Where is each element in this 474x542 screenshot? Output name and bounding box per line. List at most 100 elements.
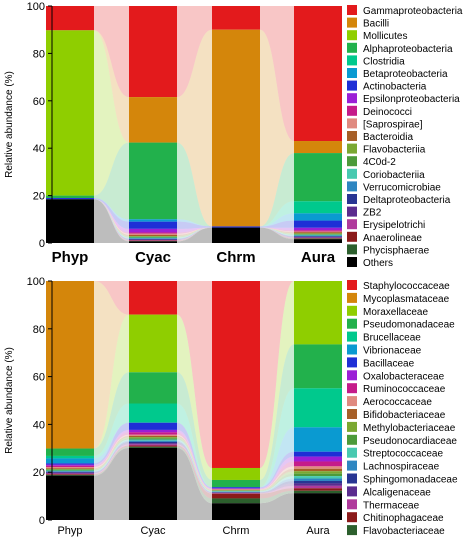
bar-segment-aura-methylobacteriaceae: [294, 471, 342, 473]
legend: GammaproteobacteriaBacilliMollicutesAlph…: [347, 5, 463, 269]
legend: StaphylococcaceaeMycoplasmataceaeMoraxel…: [347, 280, 458, 537]
bar-segment-phyp-pseudonocardiaceae: [46, 470, 94, 471]
legend-entry: Deltaproteobacteria: [363, 195, 451, 206]
bar-segment-cyac-deltaproteobacteria: [129, 239, 177, 240]
bar-segment-cyac-4c0d-2: [129, 237, 177, 238]
bar-segment-chrm-actinobacteria: [212, 226, 260, 227]
bar-segment-phyp-mycoplasmataceae: [46, 281, 94, 449]
bar-segment-phyp-pseudomonadaceae: [46, 449, 94, 456]
y-tick-label: 80: [33, 48, 45, 60]
category-label-chrm: Chrm: [216, 249, 255, 266]
legend-swatch: [347, 156, 357, 166]
legend-entry: Moraxellaceae: [363, 307, 428, 318]
category-label-phyp: Phyp: [57, 525, 82, 537]
bar-segment-aura-bifidobacteriaceae: [294, 469, 342, 471]
bar-segment-phyp-bifidobacteriaceae: [46, 468, 94, 469]
bar-segment-phyp-alphaproteobacteria: [46, 196, 94, 198]
legend-swatch: [347, 461, 357, 471]
bar-segment-aura-flavobacteriaceae: [294, 491, 342, 493]
bar-segment-aura-vibrionaceae: [294, 427, 342, 451]
legend-entry: Others: [363, 258, 393, 269]
legend-swatch: [347, 81, 357, 91]
bar-segment-aura-alphaproteobacteria: [294, 153, 342, 201]
category-label-cyac: Cyac: [140, 525, 166, 537]
legend-entry: Anaerolineae: [363, 233, 422, 244]
legend-swatch: [347, 93, 357, 103]
legend-swatch: [347, 18, 357, 28]
legend-entry: Lachnospiraceae: [363, 462, 440, 473]
bar-segment-aura-gammaproteobacteria: [294, 6, 342, 141]
bar-segment-aura-alcaligenaceae: [294, 483, 342, 485]
category-label-aura: Aura: [301, 249, 336, 266]
bar-segment-aura-pseudomonadaceae: [294, 344, 342, 388]
bar-segment-cyac-moraxellaceae: [129, 315, 177, 373]
bar-segment-phyp-streptococcaceae: [46, 470, 94, 471]
legend-entry: Gammaproteobacteria: [363, 6, 463, 17]
legend-swatch: [347, 448, 357, 458]
y-axis-label: Relative abundance (%): [4, 347, 15, 454]
bar-segment-aura-oxalobacteraceae: [294, 457, 342, 462]
bar-segment-aura-lachnospiraceae: [294, 479, 342, 481]
legend-swatch: [347, 106, 357, 116]
y-axis-label: Relative abundance (%): [4, 71, 15, 178]
bar-segment-aura-pseudonocardiaceae: [294, 474, 342, 476]
legend-entry: Bacillaceae: [363, 358, 415, 369]
category-label-chrm: Chrm: [223, 525, 250, 537]
bar-segment-phyp-mollicutes: [46, 30, 94, 195]
bar-segment-cyac-bacteroidia: [129, 235, 177, 236]
legend-swatch: [347, 30, 357, 40]
legend-entry: Deinococci: [363, 107, 412, 118]
bar-segment-cyac-oxalobacteraceae: [129, 430, 177, 432]
legend-entry: Vibrionaceae: [363, 346, 422, 357]
y-tick-label: 20: [33, 467, 45, 479]
bar-segment-chrm-moraxellaceae: [212, 468, 260, 480]
legend-swatch: [347, 319, 357, 329]
bar-segment-chrm-gammaproteobacteria: [212, 6, 260, 30]
bar-segment-aura--saprospirae-: [294, 231, 342, 232]
y-tick-label: 0: [39, 238, 45, 250]
legend-swatch: [347, 293, 357, 303]
bar-segment-aura-betaproteobacteria: [294, 213, 342, 220]
bar-segment-aura-verrucomicrobiae: [294, 236, 342, 237]
bar-segment-cyac-deinococci: [129, 232, 177, 233]
bar-segment-phyp-thermaceae: [46, 473, 94, 474]
bar-segment-cyac-ruminococcaceae: [129, 432, 177, 434]
bar-segment-phyp-aerococcaceae: [46, 467, 94, 468]
bar-segment-aura-deinococci: [294, 230, 342, 231]
bar-segment-phyp-brucellaceae: [46, 456, 94, 458]
category-label-cyac: Cyac: [135, 249, 171, 266]
bar-segment-cyac-aerococcaceae: [129, 435, 177, 436]
bar-segment-aura-epsilonproteobacteria: [294, 228, 342, 230]
legend-swatch: [347, 181, 357, 191]
bar-segment-chrm-bacilli: [212, 30, 260, 227]
bar-segment-aura-zb2: [294, 237, 342, 238]
legend-entry: [Saprospirae]: [363, 119, 423, 130]
legend-swatch: [347, 409, 357, 419]
category-label-aura: Aura: [306, 525, 330, 537]
legend-entry: Staphylococcaceae: [363, 281, 450, 292]
legend-swatch: [347, 525, 357, 535]
legend-entry: Pseudomonadaceae: [363, 320, 455, 331]
bar-segment-cyac-brucellaceae: [129, 404, 177, 423]
legend-swatch: [347, 396, 357, 406]
bar-segment-cyac-chitinophagaceae: [129, 446, 177, 447]
y-tick-label: 40: [33, 419, 45, 431]
bar-segment-cyac-pseudomonadaceae: [129, 372, 177, 403]
y-tick-label: 40: [33, 143, 45, 155]
bar-segment-cyac--saprospirae-: [129, 234, 177, 235]
legend-swatch: [347, 194, 357, 204]
legend-swatch: [347, 68, 357, 78]
legend-entry: Bacilli: [363, 19, 389, 30]
bar-segment-cyac-others: [129, 241, 177, 243]
bar-segment-chrm-others: [212, 503, 260, 520]
legend-entry: Streptococcaceae: [363, 449, 443, 460]
legend-swatch: [347, 144, 357, 154]
legend-entry: Flavobacteriia: [363, 145, 426, 156]
legend-entry: Oxalobacteraceae: [363, 371, 445, 382]
bar-segment-aura-ruminococcaceae: [294, 461, 342, 466]
legend-swatch: [347, 332, 357, 342]
legend-swatch: [347, 43, 357, 53]
bar-segment-aura-bacillaceae: [294, 452, 342, 457]
bar-segment-cyac-thermaceae: [129, 444, 177, 445]
bar-segment-phyp-actinobacteria: [46, 198, 94, 199]
